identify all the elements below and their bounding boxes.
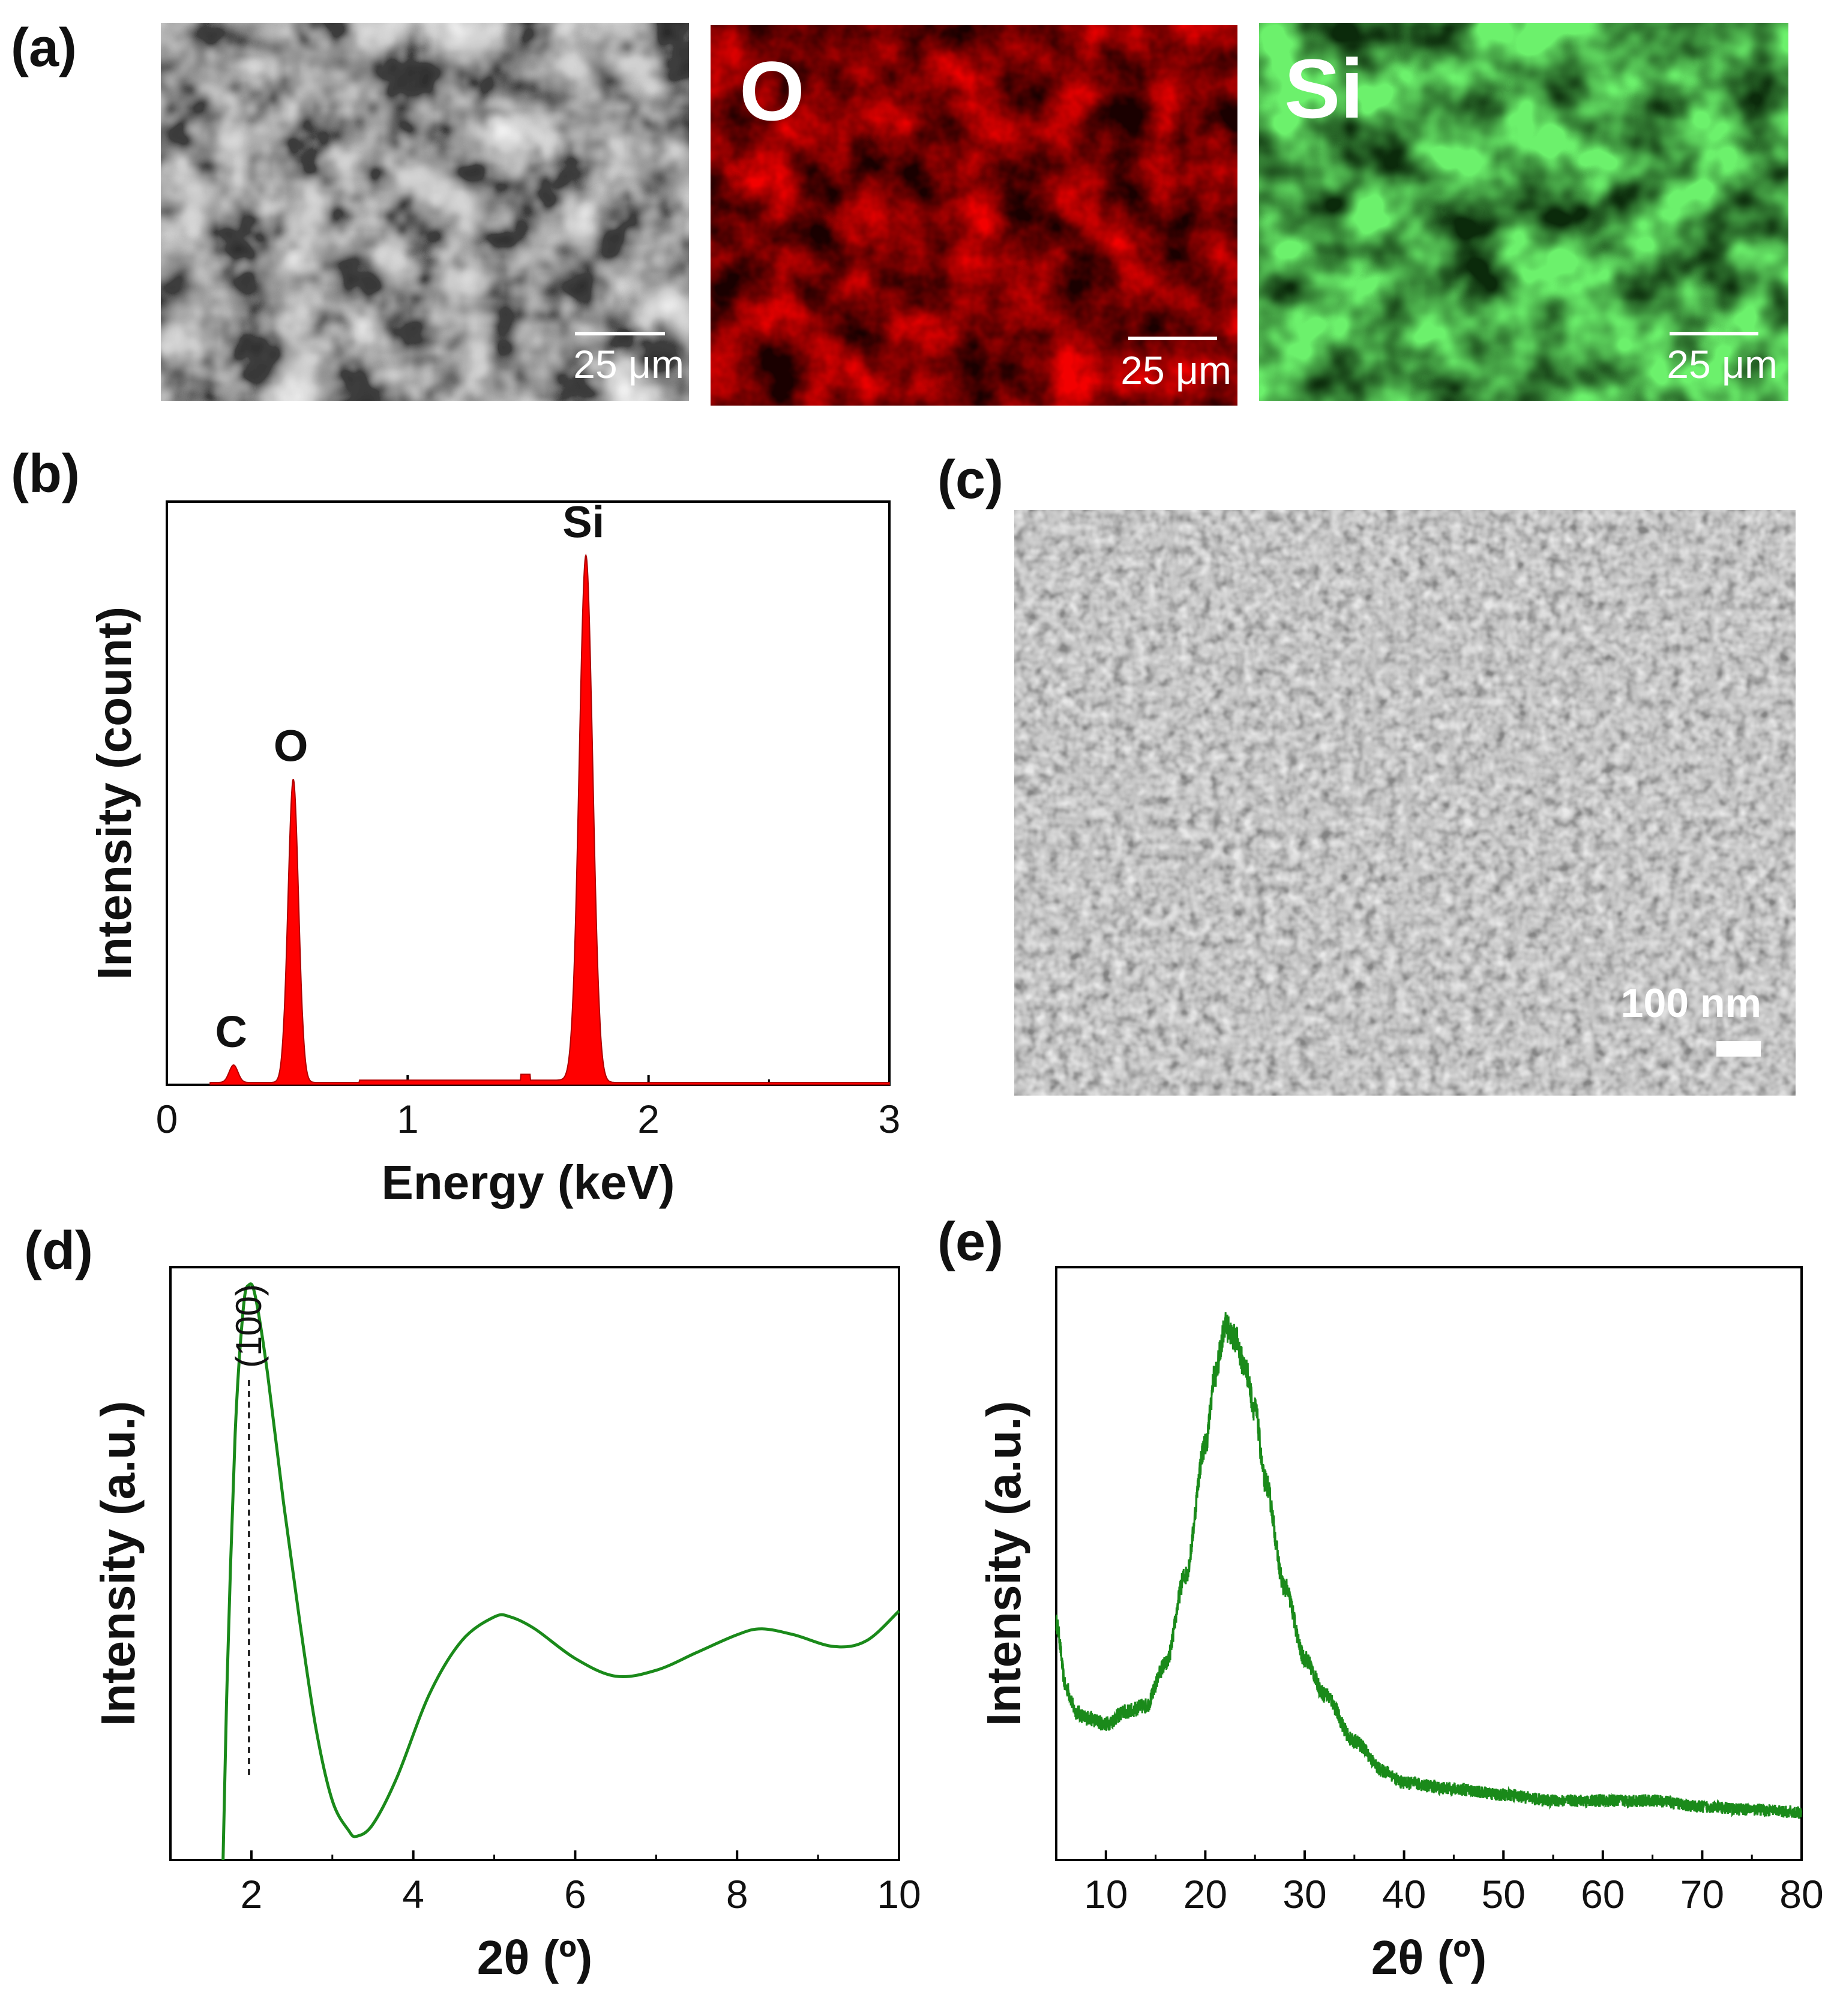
- x-tick-label: 80: [1779, 1872, 1823, 1916]
- plot-frame: [169, 1266, 900, 1861]
- x-tick-label: 6: [564, 1872, 586, 1916]
- sem-image: 25 μm: [161, 23, 689, 401]
- panel-label-b: (b): [11, 444, 80, 504]
- scalebar-text: 25 μm: [1667, 342, 1778, 386]
- y-axis-label: Intensity (a.u.): [977, 1401, 1030, 1726]
- x-tick-label: 10: [877, 1872, 921, 1916]
- peak-index-label: (100): [229, 1284, 269, 1368]
- saxs-chart: 2 4 6 8 10 2θ (º) Intensity (a.u.) (100): [91, 1266, 921, 1984]
- plot-frame: [1055, 1266, 1803, 1861]
- y-axis-label: Intensity (count): [88, 607, 141, 980]
- eds-spectrum-chart: 0 1 2 3 Energy (keV) Intensity (count) C O Si: [88, 497, 900, 1209]
- silicon-map: Si 25 μm: [1259, 23, 1788, 401]
- x-axis-label: Energy (keV): [381, 1156, 675, 1209]
- xrd-line: [1055, 1312, 1802, 1819]
- scalebar-bar: [1716, 1041, 1761, 1057]
- x-tick-label: 2: [241, 1872, 263, 1916]
- x-tick-label: 40: [1382, 1872, 1426, 1916]
- peak-label-o: O: [274, 721, 308, 771]
- x-tick-label: 0: [156, 1097, 178, 1141]
- x-tick-label: 8: [726, 1872, 748, 1916]
- plot-frame: [166, 500, 891, 1086]
- x-tick-label: 20: [1183, 1872, 1227, 1916]
- panel-label-d: (d): [24, 1221, 93, 1281]
- x-tick-label: 30: [1282, 1872, 1326, 1916]
- saxs-line: [221, 1282, 900, 1861]
- x-axis-label: 2θ (º): [477, 1931, 592, 1984]
- scalebar-text: 100 nm: [1621, 980, 1761, 1026]
- x-tick-label: 4: [402, 1872, 424, 1916]
- element-label-si: Si: [1284, 41, 1363, 136]
- x-tick-label: 1: [397, 1097, 419, 1141]
- xrd-chart: 10 20 30 40 50 60 70 80 2θ (º) Intensity (a.u.): [977, 1266, 1824, 1984]
- spectrum-area: [209, 553, 890, 1085]
- scalebar-text: 25 μm: [573, 342, 684, 386]
- scalebar-text: 25 μm: [1120, 348, 1231, 392]
- peak-label-c: C: [215, 1007, 247, 1057]
- panel-label-c: (c): [937, 450, 1003, 510]
- y-axis-label: Intensity (a.u.): [91, 1401, 145, 1726]
- panel-label-e: (e): [937, 1212, 1003, 1272]
- x-tick-label: 60: [1581, 1872, 1625, 1916]
- x-tick-label: 3: [879, 1097, 901, 1141]
- x-tick-label: 70: [1680, 1872, 1724, 1916]
- element-label-o: O: [739, 44, 805, 138]
- x-tick-label: 2: [637, 1097, 660, 1141]
- nanoparticle-sem-image: 100 nm: [1014, 510, 1796, 1096]
- oxygen-map: O 25 μm: [711, 25, 1237, 406]
- x-tick-label: 10: [1084, 1872, 1128, 1916]
- peak-label-si: Si: [562, 497, 604, 547]
- panel-label-a: (a): [11, 18, 77, 78]
- x-tick-label: 50: [1481, 1872, 1525, 1916]
- x-axis-label: 2θ (º): [1371, 1931, 1487, 1984]
